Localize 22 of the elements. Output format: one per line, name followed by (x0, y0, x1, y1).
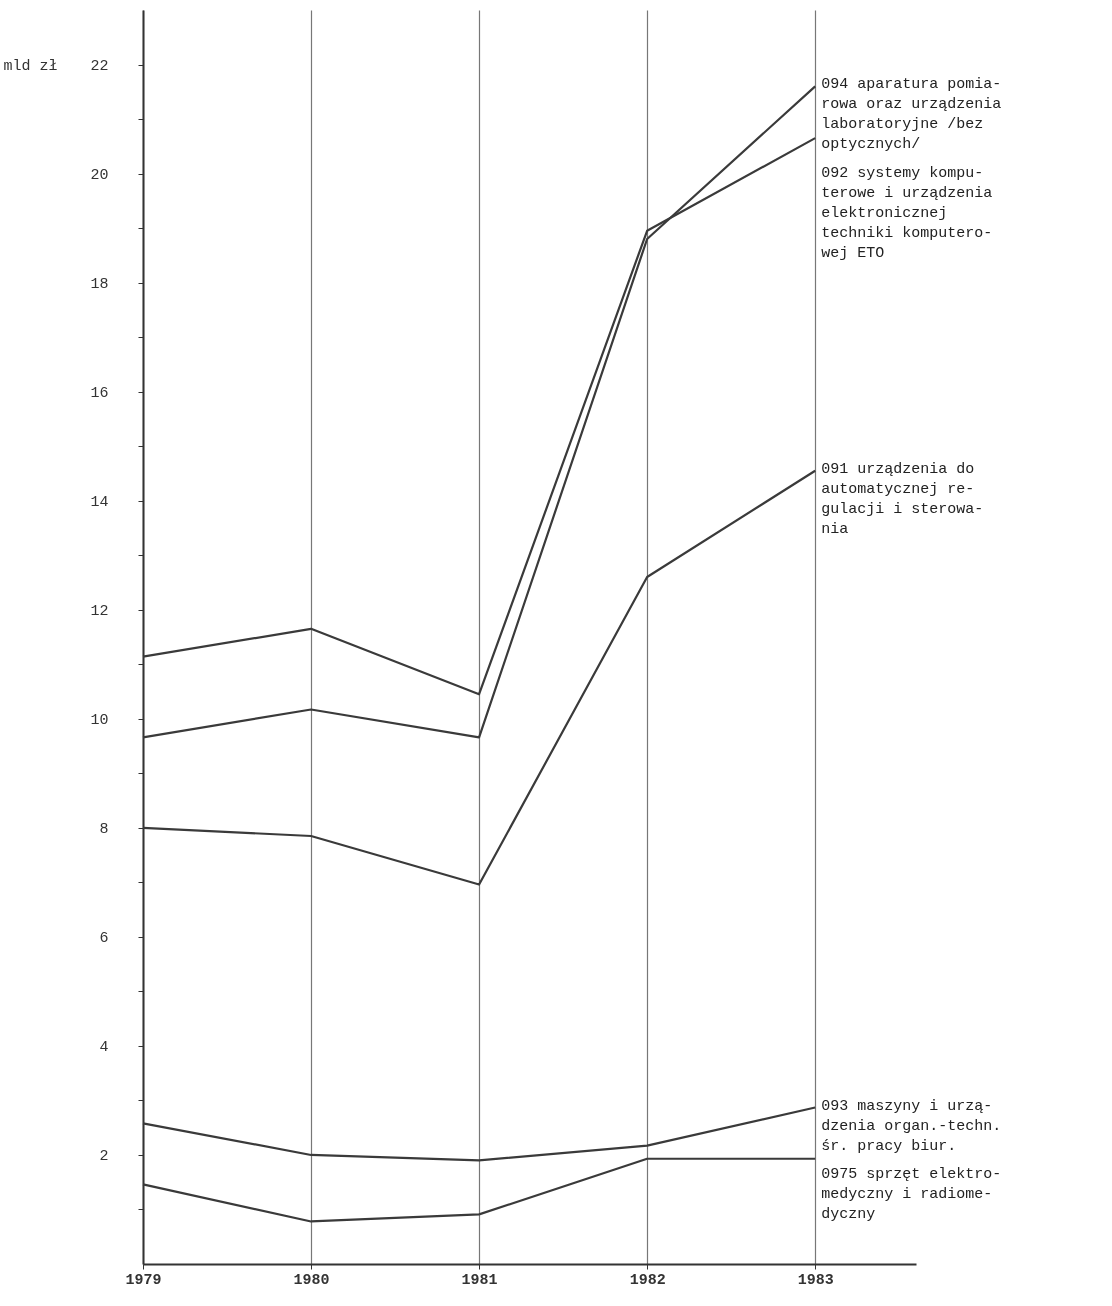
y-tick-label: 20 (90, 167, 109, 185)
y-axis-title: mld zł (3, 58, 58, 76)
y-tick-label: 4 (99, 1039, 109, 1057)
y-tick-label: 8 (99, 821, 109, 839)
series-label: 092 systemy kompu- terowe i urządzenia elektronicznej techniki komputero- wej ETO (821, 164, 993, 262)
y-tick-label: 18 (90, 276, 109, 294)
y-tick-label: 16 (90, 385, 109, 403)
x-tick-label: 1980 (293, 1271, 330, 1289)
series-label: 093 maszyny i urzą- dzenia organ.-techn. śr. pracy biur. (821, 1097, 1002, 1155)
series-label: 0975 sprzęt elektro- medyczny i radiome- dyczny (821, 1165, 1002, 1223)
y-tick-label: 12 (90, 603, 109, 621)
x-tick-label: 1983 (797, 1271, 834, 1289)
x-tick-label: 1981 (461, 1271, 498, 1289)
x-tick-label: 1979 (125, 1271, 162, 1289)
y-tick-label: 22 (90, 58, 109, 76)
series-label: 094 aparatura pomia- rowa oraz urządzenia laboratoryjne /bez optycznych/ (821, 76, 1002, 154)
series-label: 091 urządzenia do automatycznej re- gulacji i sterowa- nia (821, 460, 984, 538)
y-tick-label: 14 (90, 494, 109, 512)
y-tick-label: 10 (90, 712, 109, 730)
x-tick-label: 1982 (629, 1271, 666, 1289)
y-tick-label: 2 (99, 1148, 109, 1166)
y-tick-label: 6 (99, 930, 109, 948)
